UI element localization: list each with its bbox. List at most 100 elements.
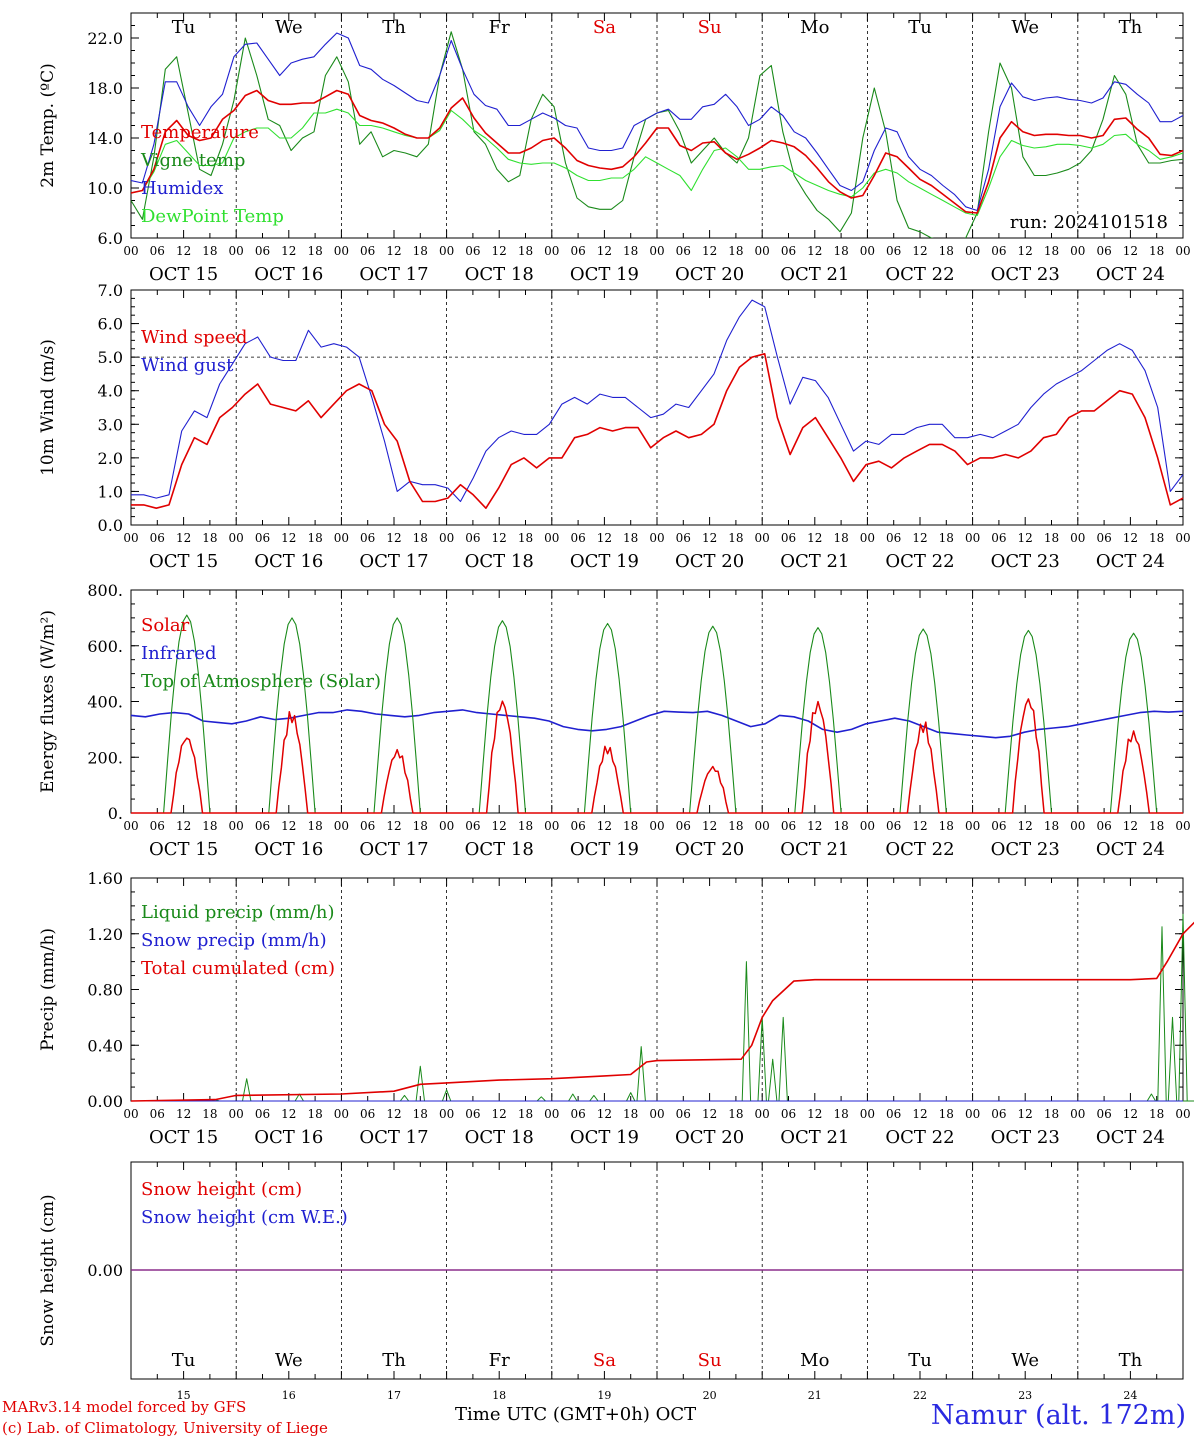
date-tick-label: OCT 17 <box>359 551 428 572</box>
date-tick-label: OCT 24 <box>1096 1127 1165 1148</box>
hour-tick-label: 18 <box>518 244 533 258</box>
hour-tick-label: 12 <box>702 819 717 833</box>
hour-tick-label: 12 <box>912 531 927 545</box>
hour-tick-label: 12 <box>386 531 401 545</box>
series-line-solar <box>131 698 1183 814</box>
energy-y-axis-label: Energy fluxes (W/m²) <box>38 610 58 793</box>
hour-tick-label: 12 <box>912 244 927 258</box>
hour-tick-label: 06 <box>991 819 1006 833</box>
weekday-label: We <box>1011 1350 1039 1371</box>
hour-tick-label: 00 <box>334 531 349 545</box>
hour-tick-label: 18 <box>833 531 848 545</box>
hour-tick-label: 00 <box>755 819 770 833</box>
temperature-series <box>131 31 1183 238</box>
snow-panel: 0.00 Snow height (cm) Snow height (cm) Snow… <box>38 1161 1184 1402</box>
hour-tick-label: 12 <box>492 244 507 258</box>
hour-tick-label: 12 <box>386 819 401 833</box>
hour-tick-label: 00 <box>755 1107 770 1121</box>
day-number-label: 21 <box>808 1389 822 1402</box>
hour-tick-label: 18 <box>728 244 743 258</box>
hour-tick-label: 18 <box>728 1107 743 1121</box>
weekday-label: We <box>1011 17 1039 38</box>
date-tick-label: OCT 16 <box>254 264 323 285</box>
y-tick-label: 0.00 <box>87 1261 123 1280</box>
weekday-label: Tu <box>172 1350 196 1371</box>
hour-tick-label: 18 <box>307 1107 322 1121</box>
hour-tick-label: 12 <box>807 1107 822 1121</box>
date-tick-label: OCT 23 <box>991 839 1060 860</box>
run-label: run: 2024101518 <box>1010 212 1168 233</box>
hour-tick-label: 18 <box>623 531 638 545</box>
date-tick-label: OCT 17 <box>359 1127 428 1148</box>
hour-tick-label: 12 <box>176 819 191 833</box>
hour-tick-label: 06 <box>255 1107 270 1121</box>
hour-tick-label: 00 <box>860 531 875 545</box>
legend-entry: Snow height (cm) <box>141 1179 302 1200</box>
date-tick-label: OCT 23 <box>991 551 1060 572</box>
date-tick-label: OCT 18 <box>465 264 534 285</box>
weekday-label: Tu <box>908 1350 932 1371</box>
hour-tick-label: 00 <box>649 819 664 833</box>
date-tick-label: OCT 15 <box>149 551 218 572</box>
date-tick-label: OCT 21 <box>780 551 849 572</box>
legend-entry: Wind gust <box>141 355 234 376</box>
hour-tick-label: 18 <box>833 819 848 833</box>
hour-tick-label: 00 <box>123 244 138 258</box>
hour-tick-label: 12 <box>702 531 717 545</box>
y-tick-label: 2.0 <box>98 449 123 468</box>
weekday-label: We <box>275 17 303 38</box>
legend-entry: Humidex <box>141 178 223 199</box>
hour-tick-label: 06 <box>465 1107 480 1121</box>
hour-tick-label: 12 <box>597 531 612 545</box>
hour-tick-label: 18 <box>1044 531 1059 545</box>
legend-entry: Snow height (cm W.E.) <box>141 1207 348 1228</box>
hour-tick-label: 12 <box>492 1107 507 1121</box>
hour-tick-label: 18 <box>833 244 848 258</box>
y-tick-label: 14.0 <box>87 129 123 148</box>
hour-tick-label: 18 <box>518 531 533 545</box>
hour-tick-label: 06 <box>781 819 796 833</box>
hour-tick-label: 18 <box>518 1107 533 1121</box>
y-tick-label: 0. <box>108 804 123 823</box>
hour-tick-label: 00 <box>439 819 454 833</box>
y-tick-label: 5.0 <box>98 348 123 367</box>
legend-entry: Vigne temp <box>140 150 245 171</box>
hour-tick-label: 06 <box>1096 531 1111 545</box>
hour-tick-label: 00 <box>860 1107 875 1121</box>
hour-tick-label: 18 <box>413 1107 428 1121</box>
hour-tick-label: 06 <box>465 244 480 258</box>
hour-tick-label: 18 <box>623 244 638 258</box>
hour-tick-label: 18 <box>623 819 638 833</box>
date-tick-label: OCT 18 <box>465 1127 534 1148</box>
date-tick-label: OCT 20 <box>675 1127 744 1148</box>
temperature-y-axis-label: 2m Temp. (ºC) <box>38 63 58 188</box>
y-tick-label: 0.00 <box>87 1092 123 1111</box>
weekday-label: Fr <box>489 1350 510 1371</box>
hour-tick-label: 06 <box>360 244 375 258</box>
hour-tick-label: 12 <box>1018 819 1033 833</box>
hour-tick-label: 00 <box>1175 531 1190 545</box>
legend-entry: Liquid precip (mm/h) <box>141 902 335 923</box>
date-tick-label: OCT 19 <box>570 839 639 860</box>
hour-tick-label: 06 <box>676 819 691 833</box>
hour-tick-label: 18 <box>1149 531 1164 545</box>
hour-tick-label: 06 <box>150 819 165 833</box>
y-tick-label: 400. <box>87 693 123 712</box>
hour-tick-label: 06 <box>886 531 901 545</box>
weekday-label: Th <box>382 1350 406 1371</box>
date-tick-label: OCT 21 <box>780 264 849 285</box>
hour-tick-label: 18 <box>939 244 954 258</box>
y-tick-label: 1.60 <box>87 869 123 888</box>
hour-tick-label: 00 <box>965 819 980 833</box>
hour-tick-label: 00 <box>334 819 349 833</box>
hour-tick-label: 06 <box>255 531 270 545</box>
legend-entry: Infrared <box>141 643 216 664</box>
hour-tick-label: 06 <box>150 244 165 258</box>
hour-tick-label: 00 <box>755 244 770 258</box>
hour-tick-label: 06 <box>1096 819 1111 833</box>
hour-tick-label: 06 <box>781 1107 796 1121</box>
weekday-label: We <box>275 1350 303 1371</box>
y-tick-label: 0.0 <box>98 516 123 535</box>
hour-tick-label: 00 <box>334 1107 349 1121</box>
